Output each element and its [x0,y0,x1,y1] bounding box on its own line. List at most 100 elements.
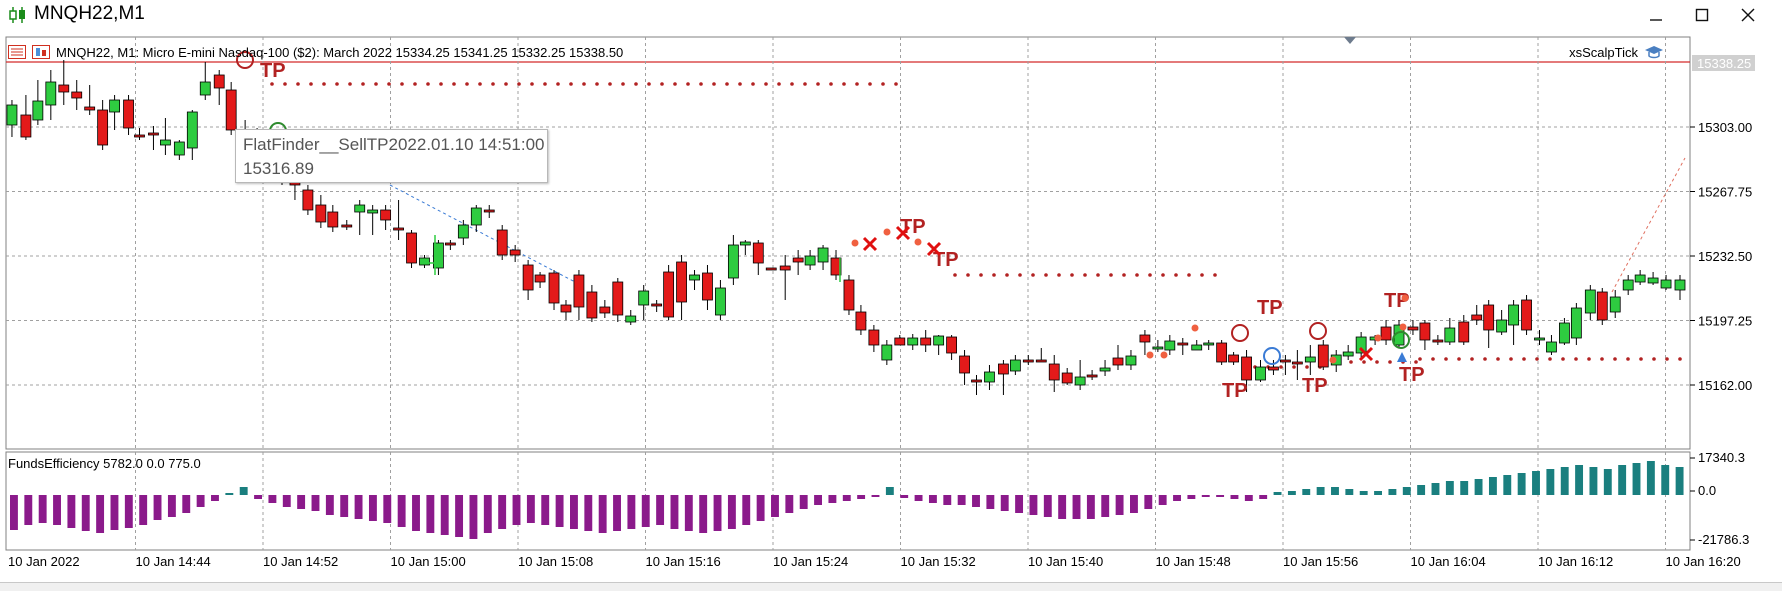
time-axis-label: 10 Jan 15:56 [1283,554,1358,569]
candle [1035,359,1047,363]
time-axis-label: 10 Jan 15:40 [1028,554,1103,569]
candle [20,114,32,138]
tp-dot [953,273,957,277]
graduation-cap-icon [1645,46,1663,59]
time-axis-label: 10 Jan 16:12 [1538,554,1613,569]
time-axis-label: 10 Jan 15:32 [901,554,976,569]
histogram-bar [340,495,349,517]
candle [959,355,970,374]
histogram-bar [1632,463,1641,495]
time-axis-label: 10 Jan 15:48 [1156,554,1231,569]
candle [548,272,560,304]
candle [676,261,687,303]
histogram-bar [1646,461,1655,495]
candle [444,242,456,246]
price-axis-label: 15303.00 [1698,120,1752,135]
tp-dot [966,273,970,277]
entry-circle [236,51,254,69]
histogram-bar [139,495,148,525]
tp-dot [1161,273,1165,277]
candle [1280,359,1291,363]
candle [315,204,327,223]
tp-dot [1600,357,1604,361]
candle [1022,359,1034,363]
histogram-bar [541,495,550,525]
tp-dot [803,82,807,86]
histogram-bar [1216,495,1225,497]
histogram-bar [526,495,535,523]
indicator-axis-label: 0.0 [1698,483,1716,498]
tp-dot [309,82,313,86]
histogram-bar [1173,495,1181,501]
tp-dot [1096,273,1100,277]
tp-dot [1279,365,1283,369]
candle [1674,279,1686,291]
histogram-bar [426,495,435,533]
title-bar[interactable]: MNQH22,M1 [0,0,1782,30]
histogram-bar [598,495,607,533]
histogram-bar [383,495,392,523]
chart-properties-icon[interactable] [32,45,50,59]
candle [651,303,663,307]
histogram-bar [1230,495,1239,499]
time-axis-label: 10 Jan 15:08 [518,554,593,569]
expert-advisor-label[interactable]: xsScalpTick [1569,44,1664,60]
tp-dot [426,82,430,86]
candle [367,209,379,214]
tp-dot [439,82,443,86]
tp-dot [556,82,560,86]
tp-dot [855,82,859,86]
histogram-bar [1359,491,1368,495]
tp-dot [673,82,677,86]
candle [1216,342,1228,363]
histogram-bar [1532,471,1540,495]
tp-dot [452,82,456,86]
minimize-button[interactable] [1633,2,1679,28]
time-axis-label: 10 Jan 16:20 [1666,554,1741,569]
tp-dot [465,82,469,86]
candle [638,290,650,306]
candle [779,265,791,271]
tp-dot [751,82,755,86]
arrow-up-icon [1397,352,1407,362]
window-title: MNQH22,M1 [34,3,145,24]
tooltip-line2: 15316.89 [243,159,314,178]
candle [727,244,739,279]
entry-circle [1392,331,1410,349]
histogram-bar [368,495,377,521]
tp-dot [1292,365,1296,369]
chart-header: MNQH22, M1: Micro E-mini Nasdaq-100 ($2)… [8,43,623,61]
candle [1304,356,1316,363]
histogram-bar [1345,489,1354,495]
list-icon[interactable] [8,45,26,59]
histogram-bar [1474,479,1483,495]
minimize-icon [1650,19,1662,21]
tp-dot [504,82,508,86]
main-pane [5,36,1691,450]
candle [134,134,145,138]
candle [419,257,430,266]
candle [354,204,366,213]
candle [1074,376,1086,386]
candle [58,84,70,93]
signal-dot [883,228,891,236]
histogram-bar [1575,465,1584,495]
histogram-bar [1130,495,1138,513]
histogram-bar [1431,483,1440,495]
close-cross [895,225,911,241]
candle [522,264,534,291]
signal-dot [1374,334,1382,342]
tp-dot [361,82,365,86]
histogram-bar [928,495,937,503]
tp-label: TP [1257,297,1283,319]
maximize-button[interactable] [1679,2,1725,28]
candle [1177,342,1189,346]
candle [1609,296,1621,313]
candle [1534,337,1545,341]
histogram-bar [1273,492,1282,495]
tp-dot [1414,360,1418,364]
signal-dot [1146,351,1154,359]
close-button[interactable] [1725,2,1771,28]
